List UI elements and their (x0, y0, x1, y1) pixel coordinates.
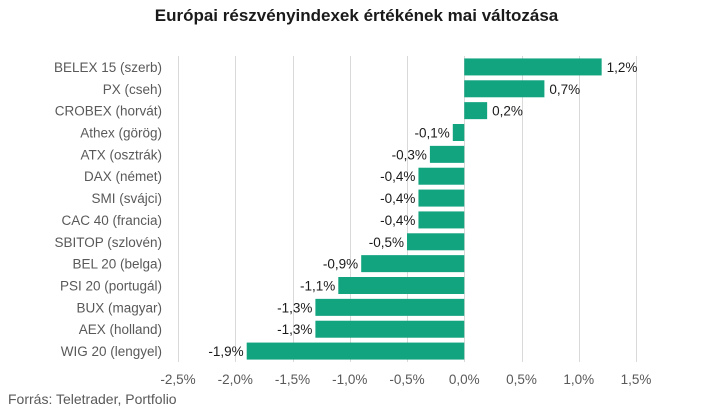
category-label: SBITOP (szlovén) (54, 235, 162, 250)
category-label: CROBEX (horvát) (55, 104, 162, 119)
x-tick-label: 1,0% (563, 372, 594, 387)
data-label: -0,4% (380, 213, 415, 228)
bar (452, 124, 465, 141)
data-label: -0,1% (415, 126, 450, 141)
x-tick-label: 1,5% (621, 372, 652, 387)
data-label: 0,2% (492, 104, 523, 119)
x-tick-label: 0,5% (506, 372, 537, 387)
x-tick-label: -2,0% (218, 372, 253, 387)
data-label: -1,1% (300, 279, 335, 294)
bar (429, 145, 465, 163)
bar (464, 80, 545, 98)
source-note: Forrás: Teletrader, Portfolio (8, 391, 177, 407)
data-label: -1,3% (277, 300, 312, 315)
bar (418, 211, 465, 229)
data-label: -1,3% (277, 322, 312, 337)
data-label: -1,9% (208, 344, 243, 359)
bar (418, 167, 465, 185)
data-label: -0,5% (369, 235, 404, 250)
category-label: CAC 40 (francia) (61, 213, 162, 228)
category-label: PX (cseh) (103, 82, 162, 97)
bars (246, 58, 602, 360)
labels: -2,5% -2,0% -1,5% -1,0% -0,5% 0,0% 0,5% 1,0% 1,5… (54, 60, 651, 387)
bar (315, 320, 465, 338)
category-label: AEX (holland) (79, 322, 162, 337)
category-label: WIG 20 (lengyel) (61, 344, 162, 359)
bar (464, 58, 602, 76)
data-label: 0,7% (549, 82, 580, 97)
grid-lines (178, 56, 637, 362)
category-label: DAX (német) (84, 169, 162, 184)
category-label: BEL 20 (belga) (72, 257, 162, 272)
bar (464, 102, 488, 120)
data-label: -0,9% (323, 257, 358, 272)
bar (338, 277, 465, 294)
data-label: 1,2% (607, 60, 638, 75)
data-label: -0,4% (380, 169, 415, 184)
bar (418, 189, 465, 207)
category-label: SMI (svájci) (92, 191, 163, 206)
bar (315, 298, 465, 316)
bar (361, 255, 465, 273)
x-tick-label: -2,5% (160, 372, 195, 387)
data-label: -0,4% (380, 191, 415, 206)
category-label: Athex (görög) (80, 126, 162, 141)
bar (407, 233, 465, 251)
category-label: PSI 20 (portugál) (60, 279, 162, 294)
x-tick-label: -1,0% (332, 372, 367, 387)
bar (246, 342, 465, 360)
x-tick-label: -1,5% (275, 372, 310, 387)
category-label: ATX (osztrák) (80, 147, 162, 162)
data-label: -0,3% (392, 147, 427, 162)
chart-title: Európai részvényindexek értékének mai vá… (154, 6, 559, 25)
x-tick-label: 0,0% (449, 372, 480, 387)
category-label: BUX (magyar) (76, 300, 162, 315)
x-tick-label: -0,5% (389, 372, 424, 387)
category-label: BELEX 15 (szerb) (54, 60, 162, 75)
